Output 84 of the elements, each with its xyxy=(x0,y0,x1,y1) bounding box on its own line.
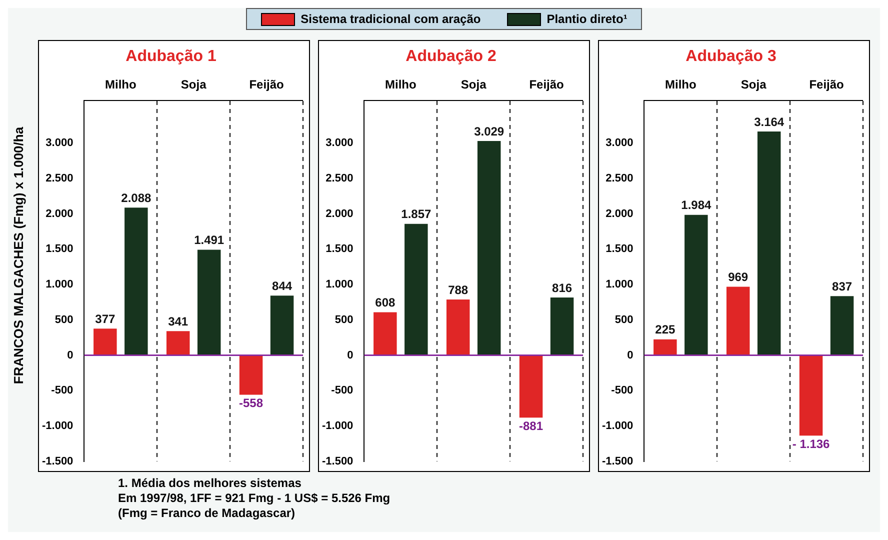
data-label: 3.029 xyxy=(474,124,504,138)
data-label: 788 xyxy=(448,282,468,297)
data-label: 1.491 xyxy=(194,233,224,248)
bar xyxy=(654,339,677,356)
y-tick-label: 2.500 xyxy=(326,172,354,184)
text: (Fmg = Franco de Madagascar) xyxy=(118,506,296,521)
text: 1. Média dos melhores sistemas xyxy=(118,476,302,491)
y-tick-label: -1.500 xyxy=(42,455,74,468)
data-label: 1.857 xyxy=(401,207,432,222)
y-tick-label: 1.000 xyxy=(606,278,634,291)
bar xyxy=(519,355,543,418)
legend-label: Sistema tradicional com aração xyxy=(300,12,481,26)
data-label: 608 xyxy=(375,296,396,310)
data-label: 341 xyxy=(168,314,188,328)
y-tick-label: 3.000 xyxy=(606,137,634,150)
y-tick-label: -1.000 xyxy=(602,420,634,432)
bar xyxy=(830,296,854,356)
legend-label: Plantio direto¹ xyxy=(546,12,628,26)
data-label: 816 xyxy=(552,280,572,295)
y-tick-label: 0 xyxy=(67,349,74,362)
y-tick-label: 2.500 xyxy=(46,172,74,184)
data-label: 225 xyxy=(655,322,676,337)
y-tick-label: 1.500 xyxy=(46,243,74,256)
y-tick-label: 3.000 xyxy=(326,137,354,150)
y-tick-label: 2.000 xyxy=(606,208,634,220)
x-tick-label: Feijão xyxy=(529,78,564,92)
x-tick-label: Feijão xyxy=(809,78,844,92)
y-tick-label: 0 xyxy=(347,349,354,362)
bar xyxy=(270,296,294,356)
chart-title: Adubação 1 xyxy=(126,48,216,66)
y-tick-label: 500 xyxy=(54,314,74,326)
y-axis-title: FRANCOS MALGACHES (Fmg) x 1.000/ha xyxy=(12,126,26,384)
bar xyxy=(197,250,221,356)
data-label: - 1.136 xyxy=(792,436,830,451)
x-tick-label: Feijão xyxy=(249,78,284,92)
bar xyxy=(374,312,397,356)
x-tick-label: Soja xyxy=(180,78,207,92)
bar xyxy=(799,355,823,436)
bar xyxy=(239,355,263,395)
data-label: 1.984 xyxy=(681,198,712,212)
bar xyxy=(684,214,708,356)
y-tick-label: 500 xyxy=(614,314,634,326)
bar xyxy=(757,131,781,356)
y-tick-label: 500 xyxy=(334,314,354,326)
data-label: -881 xyxy=(519,418,544,433)
y-tick-label: 1.000 xyxy=(326,278,354,291)
x-tick-label: Milho xyxy=(664,78,696,92)
bar xyxy=(404,224,428,356)
bar xyxy=(166,331,190,356)
y-tick-label: 2.000 xyxy=(46,208,74,220)
y-tick-label: 2.000 xyxy=(326,208,354,220)
data-label: 377 xyxy=(95,312,116,326)
data-label: -558 xyxy=(239,396,264,410)
chart-title: Adubação 2 xyxy=(406,48,496,66)
y-tick-label: 3.000 xyxy=(46,137,74,150)
x-tick-label: Soja xyxy=(740,78,767,92)
bar xyxy=(446,300,470,356)
y-tick-label: 0 xyxy=(627,349,634,362)
x-tick-label: Soja xyxy=(460,78,487,92)
data-label: 969 xyxy=(728,270,748,284)
bar xyxy=(726,286,750,356)
y-tick-label: 1.500 xyxy=(326,243,354,256)
y-tick-label: -500 xyxy=(51,384,74,397)
bar xyxy=(550,298,574,356)
chart-title: Adubação 3 xyxy=(686,48,776,66)
y-tick-label: 1.500 xyxy=(606,243,634,256)
data-label: 3.164 xyxy=(754,114,784,129)
y-tick-label: -1.500 xyxy=(602,455,634,468)
y-tick-label: -500 xyxy=(331,384,354,397)
y-tick-label: -1.000 xyxy=(322,420,354,432)
bar xyxy=(477,140,501,356)
y-tick-label: 2.500 xyxy=(606,172,634,184)
text: Em 1997/98, 1FF = 921 Fmg - 1 US$ = 5.526 Fmg xyxy=(118,491,392,506)
x-tick-label: Milho xyxy=(104,78,136,92)
data-label: 2.088 xyxy=(121,190,152,205)
y-tick-label: -1.000 xyxy=(42,420,74,432)
data-label: 837 xyxy=(832,279,852,294)
data-label: 844 xyxy=(272,278,292,293)
y-tick-label: -500 xyxy=(611,384,634,397)
y-tick-label: 1.000 xyxy=(46,278,74,291)
bar xyxy=(94,328,117,356)
y-tick-label: -1.500 xyxy=(322,455,354,468)
bar xyxy=(124,208,148,356)
x-tick-label: Milho xyxy=(384,78,416,92)
